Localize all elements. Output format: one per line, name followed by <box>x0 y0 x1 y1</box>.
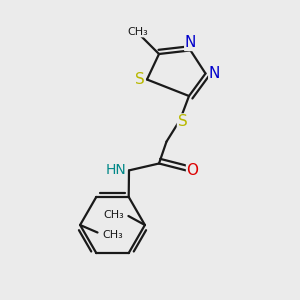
Text: CH₃: CH₃ <box>102 230 123 240</box>
Text: HN: HN <box>105 163 126 177</box>
Text: S: S <box>135 72 144 87</box>
Text: CH₃: CH₃ <box>127 27 148 37</box>
Text: N: N <box>185 35 196 50</box>
Text: N: N <box>209 66 220 81</box>
Text: CH₃: CH₃ <box>103 209 124 220</box>
Text: O: O <box>187 163 199 178</box>
Text: S: S <box>178 114 187 129</box>
